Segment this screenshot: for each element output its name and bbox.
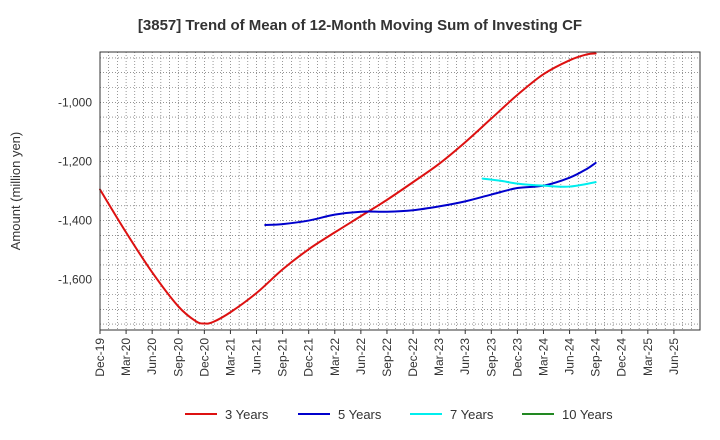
x-axis: Dec-19 Mar-20 Jun-20 Sep-20 Dec-20 Mar-21 Jun-… — [93, 330, 681, 377]
legend-label: 3 Years — [225, 407, 269, 422]
x-tick-label: Jun-24 — [563, 338, 577, 375]
y-axis-label: Amount (million yen) — [8, 132, 23, 251]
legend-label: 10 Years — [562, 407, 613, 422]
x-tick-label: Sep-22 — [380, 338, 394, 377]
x-tick-label: Dec-20 — [197, 338, 211, 377]
x-tick-label: Mar-20 — [119, 338, 133, 376]
x-tick-label: Mar-21 — [223, 338, 237, 376]
x-tick-label: Jun-20 — [145, 338, 159, 375]
gridlines — [100, 52, 700, 330]
plot-frame — [99, 51, 701, 331]
x-tick-label: Jun-25 — [667, 338, 681, 375]
x-tick-label: Jun-22 — [354, 338, 368, 375]
x-tick-label: Jun-21 — [250, 338, 264, 375]
x-tick-label: Dec-24 — [615, 338, 629, 377]
legend-label: 7 Years — [450, 407, 494, 422]
series-line-7-years — [481, 177, 597, 188]
y-tick-label: -1,600 — [58, 273, 92, 287]
series-layer — [99, 52, 597, 325]
x-tick-label: Sep-24 — [589, 338, 603, 377]
x-tick-label: Sep-20 — [171, 338, 185, 377]
series-line-3-years — [99, 52, 597, 325]
x-tick-label: Sep-21 — [276, 338, 290, 377]
y-tick-label: -1,000 — [58, 95, 92, 109]
x-tick-label: Mar-25 — [641, 338, 655, 376]
series-line-5-years — [264, 161, 597, 227]
y-tick-label: -1,400 — [58, 214, 92, 228]
x-tick-label: Mar-24 — [536, 338, 550, 376]
legend: 3 Years 5 Years 7 Years 10 Years — [185, 407, 613, 422]
y-axis: -1,000 -1,200 -1,400 -1,600 — [58, 95, 92, 286]
x-tick-label: Sep-23 — [484, 338, 498, 377]
x-tick-label: Mar-23 — [432, 338, 446, 376]
x-tick-label: Jun-23 — [458, 338, 472, 375]
y-tick-label: -1,200 — [58, 154, 92, 168]
chart-title: [3857] Trend of Mean of 12-Month Moving … — [138, 17, 582, 34]
x-tick-label: Dec-22 — [406, 338, 420, 377]
legend-label: 5 Years — [338, 407, 382, 422]
x-tick-label: Mar-22 — [328, 338, 342, 376]
x-tick-label: Dec-23 — [510, 338, 524, 377]
x-tick-label: Dec-19 — [93, 338, 107, 377]
x-tick-label: Dec-21 — [302, 338, 316, 377]
